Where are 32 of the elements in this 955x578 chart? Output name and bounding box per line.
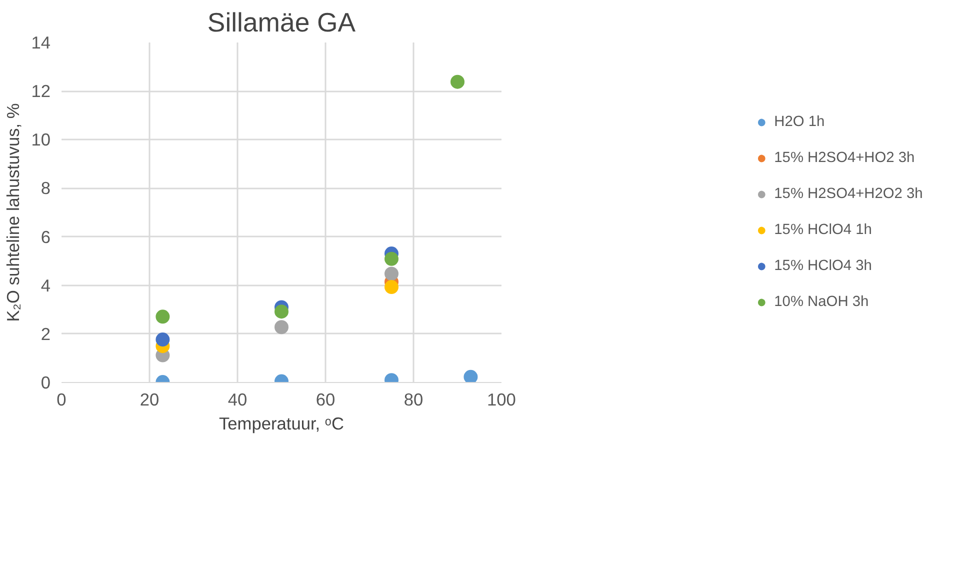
x-axis-title: Temperatuur, ᵒC	[219, 414, 344, 434]
point	[464, 370, 478, 382]
x-tick-label: 0	[56, 390, 66, 410]
point	[274, 320, 288, 334]
x-tick-label: 20	[140, 390, 160, 410]
y-tick-label: 0	[40, 372, 51, 392]
point	[384, 266, 398, 281]
point	[450, 74, 464, 89]
point	[156, 332, 170, 346]
y-axis-title: K₂O suhteline lahustuvus, %	[3, 103, 24, 322]
x-tick-label: 100	[487, 390, 516, 410]
point	[384, 280, 398, 294]
legend-label: 15% H2SO4+HO2 3h	[774, 150, 915, 166]
legend-label: H2O 1h	[774, 114, 825, 130]
y-tick-label: 14	[31, 32, 51, 52]
point	[274, 304, 288, 319]
x-tick-label: 60	[316, 390, 336, 410]
legend-label: 10% NaOH 3h	[774, 294, 869, 310]
x-tick-label: 80	[404, 390, 424, 410]
point	[384, 252, 398, 266]
chart-title: Sillamäe GA	[207, 8, 356, 38]
y-tick-label: 10	[31, 130, 51, 150]
y-tick-label: 12	[31, 81, 51, 102]
legend-label: 15% HClO4 3h	[774, 258, 872, 274]
legend-label: 15% HClO4 1h	[774, 222, 872, 238]
legend-label: 15% H2SO4+H2O2 3h	[774, 186, 923, 202]
y-tick-label: 8	[40, 178, 51, 198]
y-tick-label: 4	[40, 275, 51, 296]
x-tick-label: 40	[228, 390, 248, 410]
point	[156, 310, 170, 324]
y-tick-label: 6	[40, 226, 51, 247]
y-tick-label: 2	[40, 324, 51, 344]
